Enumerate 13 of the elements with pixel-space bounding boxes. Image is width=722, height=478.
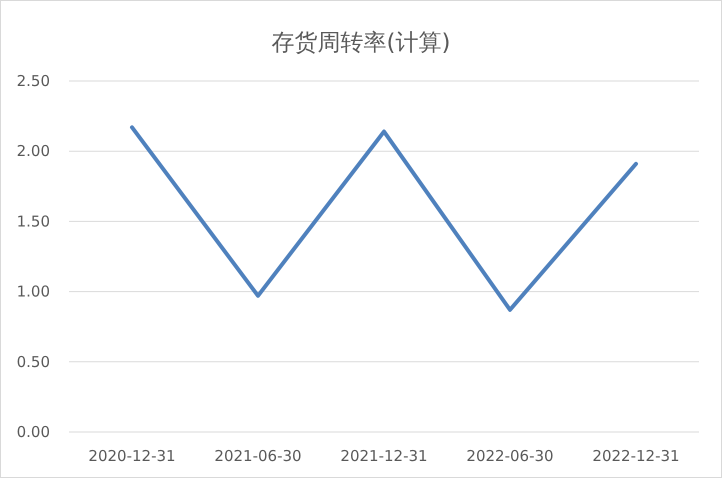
y-tick-label: 1.00 [16, 282, 50, 301]
x-tick-label: 2020-12-31 [88, 447, 176, 465]
x-tick-label: 2021-12-31 [340, 447, 428, 465]
chart-title: 存货周转率(计算) [272, 30, 450, 56]
x-tick-label: 2021-06-30 [214, 447, 302, 465]
line-series [130, 125, 638, 312]
x-tick-label: 2022-06-30 [466, 447, 554, 465]
y-tick-label: 0.50 [16, 352, 50, 371]
y-tick-label: 0.00 [16, 423, 50, 441]
y-tick-label: 2.00 [16, 142, 50, 160]
x-tick-label: 2022-12-31 [592, 447, 680, 465]
y-tick-label: 1.50 [16, 212, 50, 230]
y-tick-label: 2.50 [16, 72, 50, 90]
